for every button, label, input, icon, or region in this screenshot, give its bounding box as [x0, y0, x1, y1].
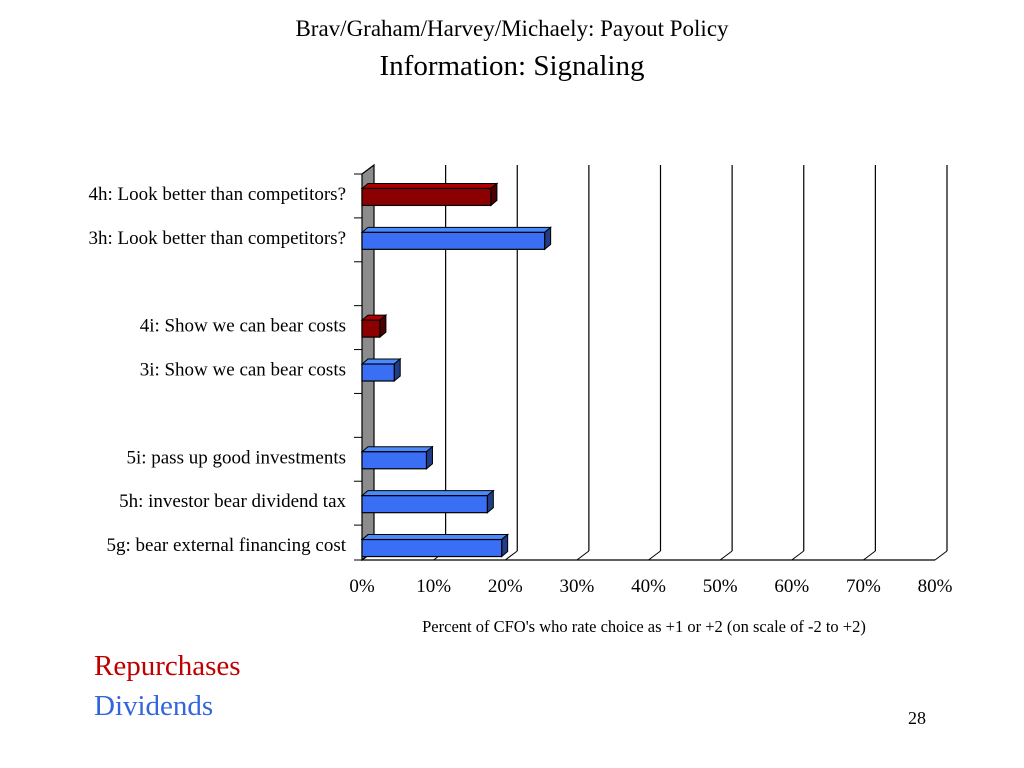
x-tick-label: 0%	[349, 576, 375, 597]
category-label: 4i: Show we can bear costs	[140, 316, 346, 337]
category-label: 3i: Show we can bear costs	[140, 360, 346, 381]
floor-tick	[934, 550, 948, 561]
x-tick-label: 30%	[559, 576, 594, 597]
x-tick-label: 40%	[631, 576, 666, 597]
floor-tick	[719, 550, 733, 561]
floor-tick	[504, 550, 518, 561]
floor-tick	[648, 550, 661, 561]
page-number: 28	[908, 708, 926, 728]
category-label: 3h: Look better than competitors?	[89, 228, 346, 249]
bar-dividends	[360, 226, 553, 251]
x-tick-label: 50%	[703, 576, 738, 597]
category-label: 5g: bear external financing cost	[106, 535, 346, 556]
floor-tick	[791, 550, 805, 561]
x-tick-label: 20%	[488, 576, 523, 597]
bar-dividends	[360, 445, 434, 470]
legend-repurchases: Repurchases	[94, 650, 241, 682]
slide-title: Brav/Graham/Harvey/Michaely: Payout Poli…	[295, 16, 729, 41]
x-tick-label: 60%	[774, 576, 809, 597]
category-label: 5i: pass up good investments	[126, 447, 346, 468]
slide-subtitle: Information: Signaling	[379, 50, 645, 82]
bar-dividends	[360, 489, 495, 514]
category-label: 5h: investor bear dividend tax	[119, 491, 346, 512]
bar-dividends	[360, 357, 402, 383]
floor-tick	[863, 550, 876, 561]
x-tick-label: 70%	[846, 576, 881, 597]
x-tick-label: 10%	[416, 576, 451, 597]
bar-dividends	[360, 533, 510, 558]
bar-repurchases	[360, 314, 388, 339]
floor-tick	[576, 550, 590, 561]
category-label: 4h: Look better than competitors?	[89, 184, 346, 205]
bar-repurchases	[360, 182, 499, 207]
legend-dividends: Dividends	[94, 690, 214, 722]
x-tick-label: 80%	[918, 576, 953, 597]
x-axis-title: Percent of CFO's who rate choice as +1 o…	[422, 617, 866, 636]
